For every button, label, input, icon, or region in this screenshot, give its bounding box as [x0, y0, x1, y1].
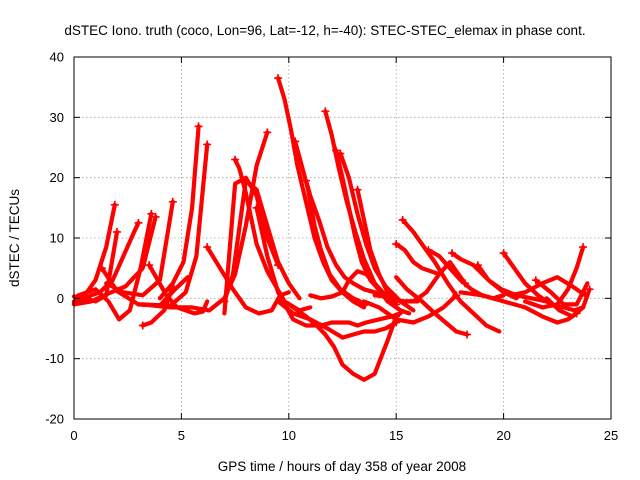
- series-2-end-marker: [134, 218, 143, 227]
- y-tick-label: -10: [45, 351, 64, 366]
- series-16-end-marker: [231, 155, 240, 164]
- y-tick-label: 20: [50, 170, 64, 185]
- plot-area: [71, 74, 594, 382]
- series-7-end-marker: [97, 264, 106, 273]
- series-8-end-marker: [138, 321, 147, 330]
- series-13-end-marker: [203, 243, 212, 252]
- series-36-line: [501, 251, 586, 313]
- series-34-end-marker: [448, 249, 457, 258]
- series-35-end-marker: [473, 261, 482, 270]
- series-11-end-marker: [203, 140, 212, 149]
- series-5-end-marker: [151, 212, 160, 221]
- series-30-end-marker: [392, 240, 401, 249]
- x-tick-label: 0: [70, 428, 77, 443]
- series-17-line: [254, 205, 403, 328]
- series-37-line: [507, 275, 588, 298]
- series-40-end-marker: [531, 276, 540, 285]
- series-2-line: [71, 220, 141, 306]
- series-6-end-marker: [168, 197, 177, 206]
- series-25-end-marker: [321, 107, 330, 116]
- x-tick-label: 25: [604, 428, 618, 443]
- series-41-end-marker: [585, 285, 594, 294]
- series-17-end-marker: [252, 203, 261, 212]
- series-28-line: [361, 293, 459, 325]
- series-9-line: [147, 263, 210, 316]
- x-tick-label: 5: [178, 428, 185, 443]
- series-36-end-marker: [499, 249, 508, 258]
- y-tick-label: 40: [50, 50, 64, 65]
- series-25-line: [323, 109, 412, 316]
- series-33-end-marker: [424, 246, 433, 255]
- series-9-end-marker: [145, 261, 154, 270]
- y-tick-label: -20: [45, 412, 64, 427]
- series-35-line: [475, 263, 549, 304]
- series-31-line: [400, 217, 502, 334]
- y-axis-label: dSTEC / TECUs: [7, 189, 22, 287]
- x-tick-label: 15: [389, 428, 403, 443]
- chart-title: dSTEC Iono. truth (coco, Lon=96, Lat=-12…: [64, 23, 585, 38]
- series-12-end-marker: [263, 128, 272, 137]
- x-axis-label: GPS time / hours of day 358 of year 2008: [218, 459, 466, 474]
- series-26-end-marker: [336, 149, 345, 158]
- axes: 0 5 10 15 20 25 -20 -10 0 10 20 30 40: [45, 50, 618, 444]
- x-tick-label: 10: [282, 428, 296, 443]
- series-21-line: [293, 139, 369, 307]
- y-tick-label: 30: [50, 110, 64, 125]
- series-32-line: [394, 275, 470, 337]
- series-15-end-marker: [220, 297, 229, 306]
- series-3-end-marker: [112, 227, 121, 236]
- series-41-line: [544, 287, 592, 319]
- y-tick-label: 0: [57, 291, 64, 306]
- series-18-line: [276, 299, 399, 340]
- series-22-line: [303, 178, 388, 298]
- series-30-line: [394, 241, 442, 277]
- x-tick-label: 20: [496, 428, 510, 443]
- series-10-end-marker: [194, 122, 203, 131]
- series-4-end-marker: [147, 209, 156, 218]
- series-19-line: [276, 299, 399, 382]
- series-21-end-marker: [291, 137, 300, 146]
- series-10-line: [157, 124, 201, 301]
- series-32-end-marker: [463, 330, 472, 339]
- series-40-line: [533, 278, 590, 307]
- series-1-end-marker: [110, 200, 119, 209]
- series-27-line: [355, 187, 399, 307]
- series-31-end-marker: [398, 215, 407, 224]
- series-38-line: [458, 290, 579, 325]
- series-22-end-marker: [301, 176, 310, 185]
- series-39-line: [523, 245, 586, 310]
- series-39-end-marker: [579, 243, 588, 252]
- series-27-end-marker: [353, 185, 362, 194]
- y-tick-label: 10: [50, 231, 64, 246]
- series-20-end-marker: [274, 74, 283, 83]
- series-15-line: [222, 178, 302, 304]
